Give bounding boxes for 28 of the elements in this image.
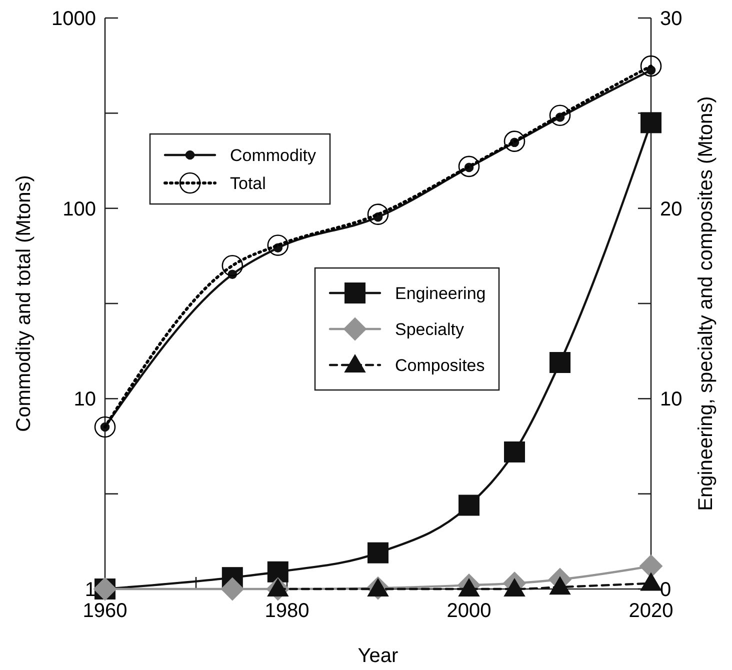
y2-tick-label: 20 bbox=[660, 198, 682, 220]
y2-tick-label: 10 bbox=[660, 388, 682, 411]
y2-tick-label: 0 bbox=[660, 579, 672, 601]
point bbox=[458, 156, 480, 178]
x-tick-label: 2020 bbox=[628, 600, 674, 622]
legend-label: Commodity bbox=[230, 146, 316, 165]
point bbox=[504, 130, 526, 152]
point bbox=[367, 204, 389, 225]
point bbox=[549, 104, 571, 126]
y-axis-title: Commodity and total (Mtons) bbox=[13, 175, 35, 432]
x-tick-label: 1960 bbox=[82, 600, 128, 622]
x-axis-title: Year bbox=[358, 645, 399, 667]
y-tick-label: 100 bbox=[62, 198, 96, 220]
point bbox=[640, 55, 662, 77]
y-tick-label: 1 bbox=[84, 579, 96, 601]
legend-label: Composites bbox=[395, 356, 485, 375]
y2-tick-label: 30 bbox=[660, 8, 682, 30]
point bbox=[222, 254, 244, 276]
legend-label: Engineering bbox=[395, 284, 486, 303]
x-tick-label: 1980 bbox=[264, 600, 310, 622]
point bbox=[94, 416, 116, 438]
x-tick-label: 2000 bbox=[446, 600, 492, 622]
point bbox=[267, 234, 289, 256]
y-tick-label: 10 bbox=[74, 388, 96, 411]
y-tick-label: 1000 bbox=[52, 8, 96, 30]
legend-label: Specialty bbox=[395, 320, 464, 339]
legend-label: Total bbox=[230, 174, 266, 193]
y2-axis-title: Engineering, specialty and composites (Mtons) bbox=[695, 96, 717, 511]
